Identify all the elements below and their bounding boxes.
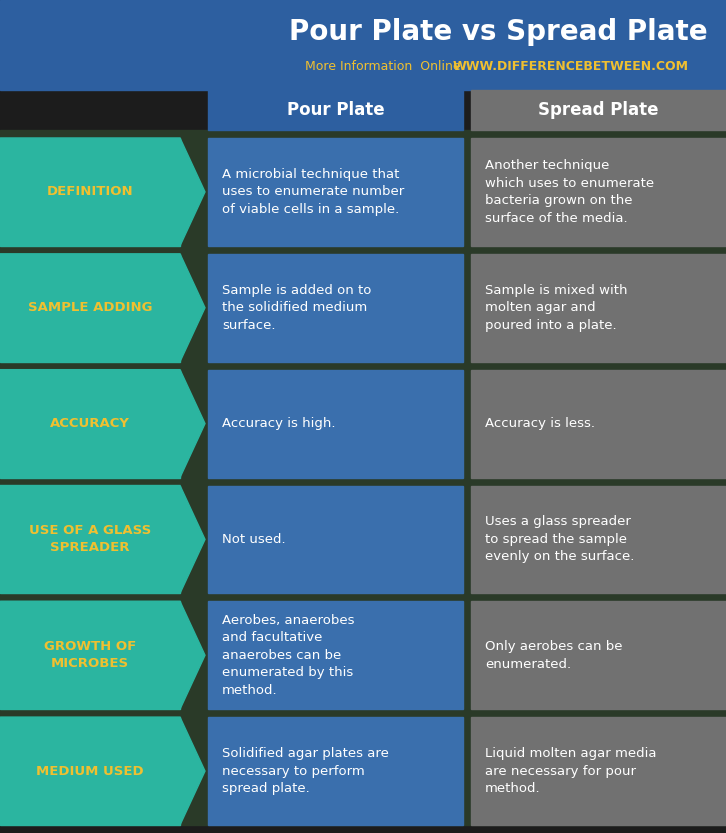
Text: Sample is mixed with
molten agar and
poured into a plate.: Sample is mixed with molten agar and pou… bbox=[485, 284, 627, 332]
Bar bbox=[0, 0, 726, 90]
Bar bbox=[208, 370, 463, 477]
Bar bbox=[471, 90, 726, 130]
Text: A microbial technique that
uses to enumerate number
of viable cells in a sample.: A microbial technique that uses to enume… bbox=[222, 168, 404, 216]
Bar bbox=[471, 486, 726, 593]
Bar bbox=[0, 138, 180, 246]
Text: ACCURACY: ACCURACY bbox=[50, 417, 130, 430]
Text: More Information  Online: More Information Online bbox=[305, 59, 468, 72]
Bar bbox=[0, 601, 180, 709]
Polygon shape bbox=[0, 486, 205, 593]
Text: Solidified agar plates are
necessary to perform
spread plate.: Solidified agar plates are necessary to … bbox=[222, 747, 389, 795]
Bar bbox=[471, 601, 726, 709]
Text: GROWTH OF
MICROBES: GROWTH OF MICROBES bbox=[44, 641, 136, 671]
Text: Liquid molten agar media
are necessary for pour
method.: Liquid molten agar media are necessary f… bbox=[485, 747, 656, 795]
Bar bbox=[471, 370, 726, 477]
Text: Spread Plate: Spread Plate bbox=[538, 101, 658, 119]
Text: SAMPLE ADDING: SAMPLE ADDING bbox=[28, 302, 152, 314]
Polygon shape bbox=[0, 138, 205, 246]
Text: Another technique
which uses to enumerate
bacteria grown on the
surface of the m: Another technique which uses to enumerat… bbox=[485, 159, 654, 225]
Text: MEDIUM USED: MEDIUM USED bbox=[36, 765, 144, 777]
Bar bbox=[208, 601, 463, 709]
Bar bbox=[208, 717, 463, 825]
Bar bbox=[208, 90, 463, 130]
Polygon shape bbox=[0, 370, 205, 477]
Text: Accuracy is high.: Accuracy is high. bbox=[222, 417, 335, 430]
Bar bbox=[471, 717, 726, 825]
Text: Pour Plate vs Spread Plate: Pour Plate vs Spread Plate bbox=[290, 18, 708, 46]
Bar bbox=[208, 486, 463, 593]
Polygon shape bbox=[0, 601, 205, 709]
Text: Uses a glass spreader
to spread the sample
evenly on the surface.: Uses a glass spreader to spread the samp… bbox=[485, 516, 635, 563]
Bar bbox=[0, 130, 726, 825]
Polygon shape bbox=[0, 254, 205, 362]
Text: USE OF A GLASS
SPREADER: USE OF A GLASS SPREADER bbox=[29, 525, 151, 555]
Bar bbox=[0, 717, 180, 825]
Text: Aerobes, anaerobes
and facultative
anaerobes can be
enumerated by this
method.: Aerobes, anaerobes and facultative anaer… bbox=[222, 614, 354, 696]
Text: Accuracy is less.: Accuracy is less. bbox=[485, 417, 595, 430]
Bar bbox=[0, 254, 180, 362]
Text: Pour Plate: Pour Plate bbox=[287, 101, 384, 119]
Text: Not used.: Not used. bbox=[222, 533, 285, 546]
Bar bbox=[0, 486, 180, 593]
Polygon shape bbox=[0, 717, 205, 825]
Text: Sample is added on to
the solidified medium
surface.: Sample is added on to the solidified med… bbox=[222, 284, 372, 332]
Bar bbox=[471, 138, 726, 246]
Text: WWW.DIFFERENCEBETWEEN.COM: WWW.DIFFERENCEBETWEEN.COM bbox=[453, 59, 689, 72]
Text: DEFINITION: DEFINITION bbox=[46, 186, 134, 198]
Bar bbox=[0, 370, 180, 477]
Text: Only aerobes can be
enumerated.: Only aerobes can be enumerated. bbox=[485, 640, 622, 671]
Bar bbox=[208, 138, 463, 246]
Bar bbox=[471, 254, 726, 362]
Bar bbox=[208, 254, 463, 362]
